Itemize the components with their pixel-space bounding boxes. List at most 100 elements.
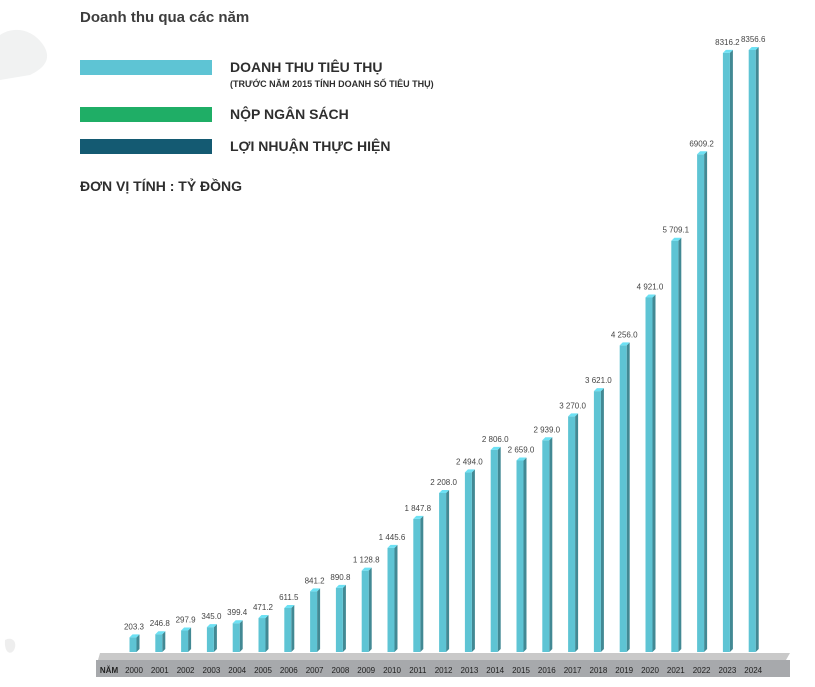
bar-revenue-2013-top [464, 469, 475, 473]
label-revenue-2012: 2 208.0 [430, 478, 457, 487]
label-revenue-2024: 8356.6 [741, 35, 766, 44]
bar-revenue-2019-side [626, 342, 630, 652]
label-revenue-2023: 8316.2 [715, 38, 740, 47]
bar-revenue-2024-top [748, 47, 759, 50]
bar-revenue-2021 [671, 240, 679, 652]
tick-label-2004: 2004 [228, 666, 246, 675]
bar-revenue-2017-top [568, 413, 579, 417]
bar-revenue-2009-top [361, 567, 372, 571]
label-revenue-2010: 1 445.6 [379, 533, 406, 542]
tick-label-2009: 2009 [357, 666, 375, 675]
label-revenue-2003: 345.0 [201, 612, 222, 621]
bar-revenue-2005-top [258, 615, 269, 619]
legend-swatch-profit [80, 139, 212, 154]
bar-revenue-2021-side [678, 237, 682, 652]
bar-revenue-2006 [284, 607, 292, 652]
bar-revenue-2009 [361, 570, 369, 652]
bar-revenue-2021-top [671, 237, 682, 241]
tick-label-2002: 2002 [177, 666, 195, 675]
label-revenue-2008: 890.8 [330, 573, 351, 582]
tick-label-2013: 2013 [461, 666, 479, 675]
label-revenue-2014: 2 806.0 [482, 435, 509, 444]
bar-revenue-2009-side [368, 567, 372, 652]
bar-revenue-2017-side [575, 413, 579, 652]
bar-revenue-2013-side [471, 469, 475, 652]
bar-revenue-2010-side [394, 544, 398, 652]
bar-revenue-2022-top [697, 151, 708, 155]
label-revenue-2002: 297.9 [176, 616, 197, 625]
bar-revenue-2022 [697, 154, 705, 653]
bar-revenue-2008 [335, 587, 343, 652]
bar-revenue-2020-side [652, 294, 656, 652]
tick-label-2014: 2014 [486, 666, 504, 675]
bar-revenue-2001 [155, 634, 163, 652]
legend-swatch-revenue [80, 60, 212, 75]
bar-revenue-2023-top [722, 49, 733, 53]
label-revenue-2011: 1 847.8 [404, 504, 431, 513]
tick-label-2016: 2016 [538, 666, 556, 675]
bar-revenue-2005 [258, 618, 266, 652]
chart-base-top [98, 653, 790, 660]
bar-revenue-2012-top [439, 489, 450, 493]
label-revenue-2020: 4 921.0 [637, 282, 664, 291]
bar-revenue-2020-top [645, 294, 656, 298]
bar-revenue-2005-side [265, 615, 269, 652]
bar-revenue-2011-side [420, 515, 424, 652]
label-revenue-2021: 5 709.1 [662, 226, 689, 235]
bar-revenue-2018 [593, 391, 601, 652]
bar-revenue-2004 [232, 623, 240, 652]
x-axis-title: NĂM [100, 666, 119, 675]
bar-revenue-2007 [310, 591, 318, 652]
tick-label-2007: 2007 [306, 666, 324, 675]
label-revenue-2022: 6909.2 [689, 139, 714, 148]
bar-revenue-2002 [181, 630, 189, 652]
tick-label-2005: 2005 [254, 666, 272, 675]
bar-revenue-2011 [413, 518, 421, 652]
label-revenue-2016: 2 939.0 [533, 425, 560, 434]
bar-revenue-2001-top [155, 631, 166, 635]
tick-label-2015: 2015 [512, 666, 530, 675]
label-revenue-2009: 1 128.8 [353, 556, 380, 565]
label-revenue-2004: 399.4 [227, 608, 248, 617]
bar-revenue-2014-top [490, 446, 501, 450]
bar-revenue-2004-side [239, 620, 243, 652]
legend-label-revenue: DOANH THU TIÊU THỤ [230, 59, 383, 75]
bar-revenue-2019 [619, 345, 627, 652]
label-revenue-2007: 841.2 [305, 576, 326, 585]
bar-revenue-2016-top [542, 437, 553, 441]
bar-revenue-2003-top [206, 624, 217, 628]
unit-label: ĐƠN VỊ TÍNH : TỶ ĐỒNG [80, 178, 243, 194]
label-revenue-2006: 611.5 [279, 593, 299, 602]
bar-revenue-2002-top [181, 627, 192, 631]
page-title: Doanh thu qua các năm [80, 9, 250, 26]
bar-revenue-2008-side [342, 584, 346, 652]
bar-revenue-2012 [439, 492, 447, 652]
bar-revenue-2012-side [446, 489, 450, 652]
bar-revenue-2013 [464, 472, 472, 652]
bar-revenue-2002-side [188, 627, 192, 652]
bar-revenue-2007-side [317, 588, 321, 652]
tick-label-2006: 2006 [280, 666, 298, 675]
label-revenue-2019: 4 256.0 [611, 330, 638, 339]
tick-label-2001: 2001 [151, 666, 169, 675]
bar-revenue-2010-top [387, 544, 398, 548]
bar-revenue-2000-side [136, 634, 140, 652]
bar-revenue-2015-top [516, 457, 527, 461]
bar-revenue-2017 [568, 416, 576, 652]
tick-label-2012: 2012 [435, 666, 453, 675]
bar-revenue-2024 [748, 50, 756, 652]
bar-revenue-2020 [645, 297, 653, 652]
bar-revenue-2024-side [755, 47, 759, 652]
tick-label-2024: 2024 [744, 666, 762, 675]
label-revenue-2013: 2 494.0 [456, 457, 483, 466]
tick-label-2023: 2023 [719, 666, 737, 675]
bar-revenue-2003 [206, 627, 214, 652]
tick-label-2010: 2010 [383, 666, 401, 675]
bar-revenue-2014 [490, 449, 498, 652]
label-revenue-2000: 203.3 [124, 622, 145, 631]
tick-label-2018: 2018 [590, 666, 608, 675]
bar-revenue-2018-side [600, 388, 604, 652]
tick-label-2011: 2011 [409, 666, 427, 675]
chart-base-front [96, 660, 790, 677]
